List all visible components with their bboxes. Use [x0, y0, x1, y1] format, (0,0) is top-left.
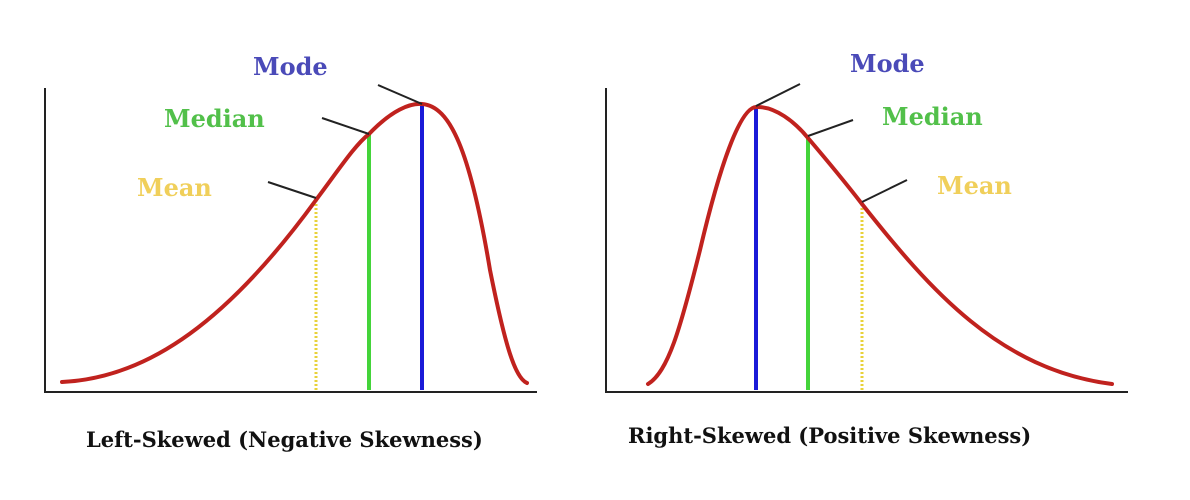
left-panel: Mode Median Mean Left-Skewed (Negative S… — [44, 52, 537, 452]
right-axes — [605, 88, 1128, 393]
left-median-pointer — [321, 117, 370, 135]
right-mode-pointer — [755, 83, 801, 107]
right-median-label: Median — [882, 102, 983, 131]
right-caption: Right-Skewed (Positive Skewness) — [628, 423, 1031, 448]
left-caption: Left-Skewed (Negative Skewness) — [86, 427, 483, 452]
right-mode-label: Mode — [850, 49, 925, 78]
right-mean-label: Mean — [937, 171, 1012, 200]
right-mean-pointer — [861, 179, 908, 203]
left-mean-pointer — [267, 181, 317, 199]
left-mode-pointer — [377, 84, 423, 105]
right-panel: Mode Median Mean Right-Skewed (Positive … — [605, 49, 1128, 448]
right-distribution-curve — [646, 104, 1114, 386]
left-mean-label: Mean — [137, 173, 212, 202]
left-mode-label: Mode — [253, 52, 328, 81]
left-median-label: Median — [164, 104, 265, 133]
left-distribution-curve — [60, 101, 529, 385]
left-axes — [44, 88, 537, 393]
right-median-pointer — [807, 119, 854, 137]
